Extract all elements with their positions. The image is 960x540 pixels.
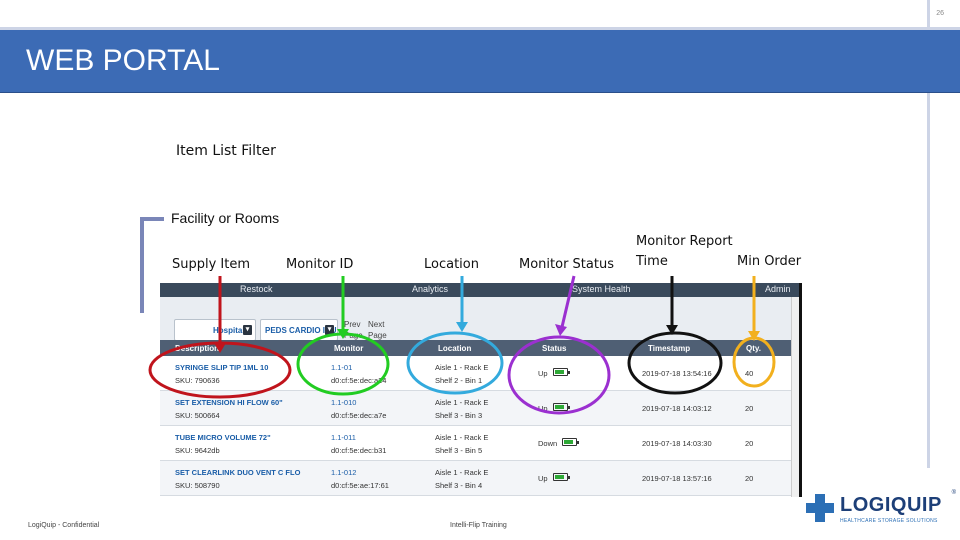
prev-page-button[interactable]: Prev Page: [344, 319, 363, 341]
battery-icon: [553, 473, 570, 481]
location-aisle: Aisle 1 - Rack E: [435, 468, 489, 477]
item-list-filter-heading: Item List Filter: [176, 143, 276, 159]
logo-wordmark: LOGIQUIP: [840, 494, 942, 516]
item-description-link[interactable]: SET EXTENSION HI FLOW 60": [175, 398, 283, 407]
battery-icon: [553, 368, 570, 376]
item-description-link[interactable]: SET CLEARLINK DUO VENT C FLO: [175, 468, 301, 477]
portal-screenshot: Restock Analytics System Health Admin Ho…: [160, 283, 802, 497]
table-header: Description Monitor Location Status Time…: [160, 340, 799, 356]
nav-admin[interactable]: Admin: [765, 284, 791, 294]
portal-nav: Restock Analytics System Health Admin: [160, 283, 799, 297]
callout-location: Location: [424, 257, 479, 272]
col-status[interactable]: Status: [542, 344, 567, 353]
status-text: Up: [538, 369, 548, 378]
monitor-id-link[interactable]: 1.1-01: [331, 363, 353, 372]
monitor-id-link[interactable]: 1.1-011: [331, 433, 356, 442]
location-shelf: Shelf 3 - Bin 4: [435, 481, 483, 490]
slide-title: WEB PORTAL: [26, 44, 220, 77]
facility-select[interactable]: Hospital ▾: [174, 319, 256, 341]
item-description-link[interactable]: TUBE MICRO VOLUME 72": [175, 433, 271, 442]
col-location[interactable]: Location: [438, 344, 472, 353]
monitor-id-link[interactable]: 1.1-010: [331, 398, 357, 407]
status-text: Down: [538, 439, 558, 448]
min-order-qty: 40: [745, 369, 754, 378]
location-aisle: Aisle 1 - Rack E: [435, 433, 489, 442]
callout-monitor-status: Monitor Status: [519, 257, 614, 272]
item-sku: SKU: 500664: [175, 411, 220, 420]
logo-tagline: HEALTHCARE STORAGE SOLUTIONS: [840, 518, 938, 524]
next-page-button[interactable]: Next Page: [368, 319, 387, 341]
timestamp: 2019-07-18 14:03:12: [642, 404, 712, 413]
location-aisle: Aisle 1 - Rack E: [435, 363, 489, 372]
facility-select-value: Hospital: [213, 326, 245, 335]
monitor-address: d0:cf:5e:dec:a7e: [331, 411, 387, 420]
facility-bracket: [140, 217, 164, 313]
right-rule-top: [927, 0, 930, 27]
next-label: Next: [368, 320, 385, 329]
col-qty[interactable]: Qty.: [746, 344, 761, 353]
location-shelf: Shelf 3 - Bin 3: [435, 411, 483, 420]
table-row: SET EXTENSION HI FLOW 60" SKU: 500664 1.…: [160, 391, 799, 426]
item-sku: SKU: 790636: [175, 376, 220, 385]
battery-icon: [553, 403, 570, 411]
item-description-link[interactable]: SYRINGE SLIP TIP 1ML 10: [175, 363, 269, 372]
col-timestamp[interactable]: Timestamp: [648, 344, 691, 353]
location-aisle: Aisle 1 - Rack E: [435, 398, 489, 407]
col-monitor[interactable]: Monitor: [334, 344, 364, 353]
battery-icon: [562, 438, 579, 446]
table-row: TUBE MICRO VOLUME 72" SKU: 9642db 1.1-01…: [160, 426, 799, 461]
nav-system-health[interactable]: System Health: [572, 284, 631, 294]
facility-label: Facility or Rooms: [171, 210, 280, 226]
room-select[interactable]: PEDS CARDIO ICU ▾: [260, 319, 338, 341]
min-order-qty: 20: [745, 474, 754, 483]
chevron-down-icon: ▾: [243, 325, 252, 335]
prev-label: Prev: [344, 320, 361, 329]
monitor-address: d0:cf:5e:ae:17:61: [331, 481, 389, 490]
callout-monitor-id: Monitor ID: [286, 257, 354, 272]
item-sku: SKU: 508790: [175, 481, 220, 490]
monitor-id-link[interactable]: 1.1-012: [331, 468, 357, 477]
status-text: Up: [538, 404, 548, 413]
registered-mark: ®: [951, 490, 956, 496]
right-rule: [927, 93, 930, 468]
timestamp: 2019-07-18 13:54:16: [642, 369, 712, 378]
cross-icon: [806, 494, 834, 522]
timestamp: 2019-07-18 14:03:30: [642, 439, 712, 448]
location-shelf: Shelf 3 - Bin 5: [435, 446, 483, 455]
status-text: Up: [538, 474, 548, 483]
nav-analytics[interactable]: Analytics: [412, 284, 449, 294]
callout-report-time-line1: Monitor Report: [636, 234, 733, 249]
table-row: SET CLEARLINK DUO VENT C FLO SKU: 508790…: [160, 461, 799, 496]
callout-supply-item: Supply Item: [172, 257, 251, 272]
footer-training: Intelli-Flip Training: [450, 522, 507, 529]
min-order-qty: 20: [745, 439, 754, 448]
monitor-address: d0:cf:5e:dec:a24: [331, 376, 387, 385]
timestamp: 2019-07-18 13:57:16: [642, 474, 712, 483]
nav-restock[interactable]: Restock: [240, 284, 273, 294]
chevron-down-icon: ▾: [325, 325, 334, 335]
item-sku: SKU: 9642db: [175, 446, 220, 455]
callout-report-time-line2: Time: [636, 254, 668, 269]
room-select-value: PEDS CARDIO ICU: [265, 326, 337, 335]
logiquip-logo: LOGIQUIP HEALTHCARE STORAGE SOLUTIONS ®: [806, 490, 956, 530]
scrollbar[interactable]: [791, 297, 799, 497]
table-row: SYRINGE SLIP TIP 1ML 10 SKU: 790636 1.1-…: [160, 356, 799, 391]
footer-confidential: LogiQuip - Confidential: [28, 522, 100, 529]
monitor-address: d0:cf:5e:dec:b31: [331, 446, 387, 455]
page-number: 26: [936, 10, 944, 17]
col-description[interactable]: Description: [175, 344, 220, 353]
location-shelf: Shelf 2 - Bin 1: [435, 376, 483, 385]
title-bar: WEB PORTAL: [0, 27, 960, 93]
min-order-qty: 20: [745, 404, 754, 413]
callout-min-order: Min Order: [737, 254, 802, 269]
